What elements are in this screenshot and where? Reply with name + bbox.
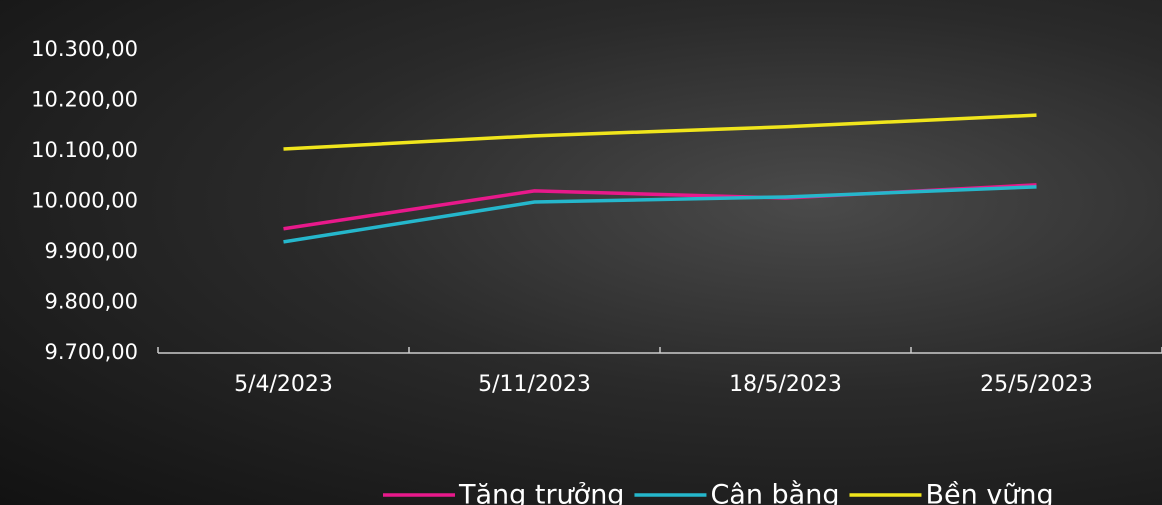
y-tick-label: 10.200,00 (31, 88, 138, 112)
x-tick-label: 25/5/2023 (980, 372, 1093, 397)
y-tick-label: 10.000,00 (31, 189, 138, 213)
page: 9.700,00 9.800,00 9.900,00 10.000,00 10.100,… (0, 0, 1162, 505)
y-tick-label: 9.700,00 (44, 340, 138, 364)
x-tick-label: 18/5/2023 (729, 372, 842, 397)
x-tick-label: 5/4/2023 (234, 372, 333, 397)
x-tick-label: 5/11/2023 (478, 372, 591, 397)
chart: 9.700,00 9.800,00 9.900,00 10.000,00 10.100,… (0, 0, 1162, 505)
legend-label: Tăng trưởng (458, 480, 624, 505)
y-tick-label: 9.900,00 (44, 239, 138, 263)
y-tick-label: 10.100,00 (31, 138, 138, 162)
y-tick-label: 10.300,00 (31, 37, 138, 61)
line-series (284, 115, 1037, 149)
y-tick-label: 9.800,00 (44, 290, 138, 314)
legend-label: Bền vững (925, 480, 1053, 505)
legend-label: Cân bằng (710, 480, 839, 505)
